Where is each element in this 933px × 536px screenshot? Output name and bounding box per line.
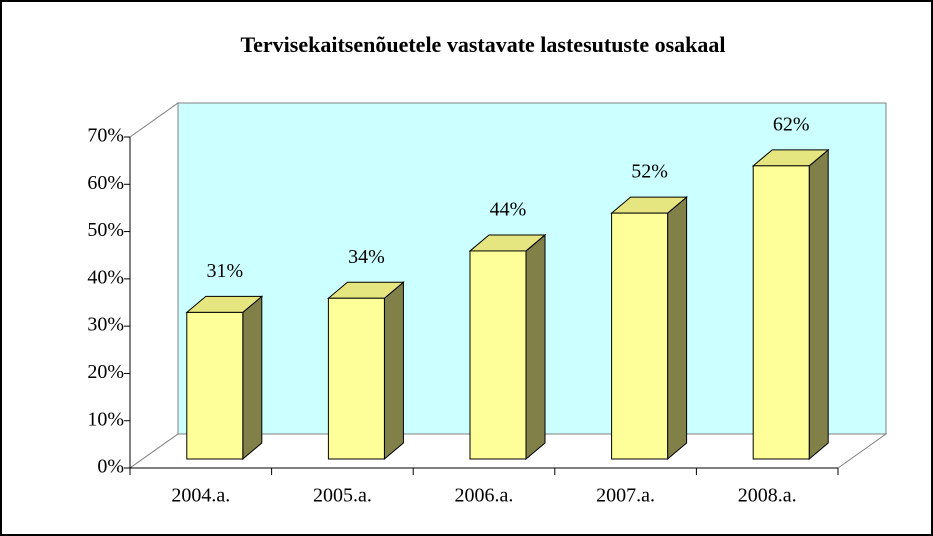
value-label: 31% bbox=[206, 260, 243, 282]
side-wall bbox=[129, 102, 179, 469]
x-tick-label: 2008.a. bbox=[738, 485, 797, 507]
y-tick-label: 10% bbox=[87, 408, 124, 430]
value-label: 62% bbox=[773, 113, 810, 135]
y-tick-label: 50% bbox=[87, 219, 124, 241]
x-tick-label: 2007.a. bbox=[596, 485, 655, 507]
chart-title: Tervisekaitsenõuetele vastavate lastesut… bbox=[241, 32, 726, 57]
bar-side bbox=[525, 233, 546, 461]
bar-side bbox=[667, 196, 688, 461]
x-tick-label: 2006.a. bbox=[455, 485, 514, 507]
bar bbox=[469, 250, 527, 460]
x-tick-label: 2005.a. bbox=[313, 485, 372, 507]
bar-side bbox=[242, 295, 263, 461]
y-tick-label: 70% bbox=[87, 125, 124, 147]
bar-side bbox=[808, 148, 829, 461]
y-tick-label: 0% bbox=[97, 456, 124, 478]
bar bbox=[186, 311, 244, 460]
bar-side bbox=[383, 281, 404, 461]
bar bbox=[611, 212, 669, 460]
value-label: 34% bbox=[348, 246, 385, 268]
value-label: 44% bbox=[490, 199, 527, 221]
x-tick-label: 2004.a. bbox=[171, 485, 230, 507]
y-tick-label: 20% bbox=[87, 361, 124, 383]
y-tick-label: 60% bbox=[87, 172, 124, 194]
y-tick-label: 40% bbox=[87, 266, 124, 288]
bar bbox=[327, 297, 385, 460]
bar bbox=[752, 165, 810, 460]
y-tick-label: 30% bbox=[87, 314, 124, 336]
value-label: 52% bbox=[631, 161, 668, 183]
